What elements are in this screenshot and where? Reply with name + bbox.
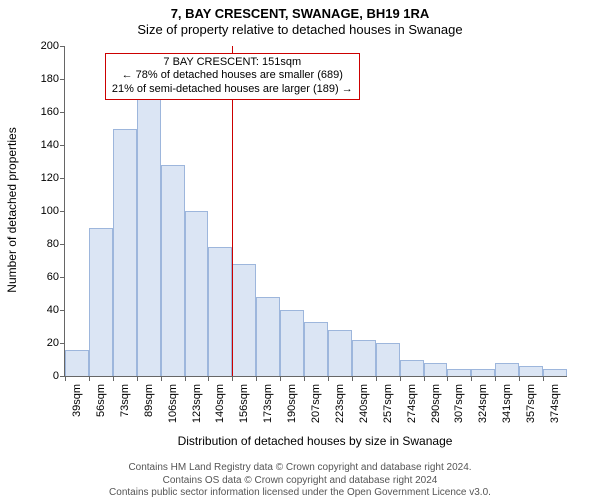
x-tick-label: 106sqm — [167, 384, 179, 434]
callout-line: 7 BAY CRESCENT: 151sqm — [112, 56, 353, 70]
histogram-bar — [161, 165, 185, 376]
x-tick-label: 240sqm — [358, 384, 370, 434]
x-tick-mark — [137, 376, 138, 381]
y-axis-label: Number of detached properties — [5, 110, 19, 310]
y-tick-mark — [60, 79, 65, 80]
histogram-bar — [65, 350, 89, 376]
x-tick-mark — [65, 376, 66, 381]
y-tick-mark — [60, 211, 65, 212]
x-tick-mark — [185, 376, 186, 381]
x-tick-mark — [208, 376, 209, 381]
x-tick-label: 207sqm — [310, 384, 322, 434]
x-tick-label: 39sqm — [71, 384, 83, 434]
y-tick-label: 20 — [23, 337, 59, 349]
y-tick-label: 0 — [23, 370, 59, 382]
histogram-bar — [185, 211, 209, 376]
x-tick-mark — [495, 376, 496, 381]
y-tick-label: 60 — [23, 271, 59, 283]
histogram-bar — [447, 369, 471, 376]
y-tick-mark — [60, 277, 65, 278]
chart-root: { "title_line1": "7, BAY CRESCENT, SWANA… — [0, 0, 600, 500]
x-tick-mark — [113, 376, 114, 381]
x-tick-mark — [400, 376, 401, 381]
callout-line: ← 78% of detached houses are smaller (68… — [112, 69, 353, 83]
histogram-bar — [280, 310, 304, 376]
x-tick-label: 140sqm — [214, 384, 226, 434]
footer-line: Contains public sector information licen… — [0, 487, 600, 500]
histogram-bar — [376, 343, 400, 376]
histogram-bar — [424, 363, 448, 376]
y-tick-label: 100 — [23, 205, 59, 217]
y-tick-label: 200 — [23, 40, 59, 52]
y-tick-mark — [60, 310, 65, 311]
x-tick-label: 324sqm — [477, 384, 489, 434]
x-tick-label: 357sqm — [525, 384, 537, 434]
callout-line: 21% of semi-detached houses are larger (… — [112, 83, 353, 97]
histogram-bar — [543, 369, 567, 376]
page-subtitle: Size of property relative to detached ho… — [0, 22, 600, 37]
y-tick-mark — [60, 46, 65, 47]
y-tick-mark — [60, 145, 65, 146]
x-tick-mark — [447, 376, 448, 381]
x-tick-mark — [543, 376, 544, 381]
histogram-bar — [495, 363, 519, 376]
property-callout: 7 BAY CRESCENT: 151sqm← 78% of detached … — [105, 53, 360, 100]
histogram-bar — [113, 129, 137, 377]
x-tick-mark — [328, 376, 329, 381]
histogram-bar — [400, 360, 424, 377]
x-tick-label: 290sqm — [430, 384, 442, 434]
x-tick-mark — [232, 376, 233, 381]
y-tick-label: 140 — [23, 139, 59, 151]
x-tick-label: 73sqm — [119, 384, 131, 434]
x-tick-label: 223sqm — [334, 384, 346, 434]
x-tick-mark — [161, 376, 162, 381]
histogram-bar — [304, 322, 328, 376]
attribution-footer: Contains HM Land Registry data © Crown c… — [0, 462, 600, 500]
y-tick-label: 80 — [23, 238, 59, 250]
x-tick-mark — [256, 376, 257, 381]
x-tick-mark — [280, 376, 281, 381]
y-tick-mark — [60, 178, 65, 179]
footer-line: Contains OS data © Crown copyright and d… — [0, 475, 600, 488]
x-tick-label: 173sqm — [262, 384, 274, 434]
x-tick-label: 274sqm — [406, 384, 418, 434]
x-tick-mark — [376, 376, 377, 381]
x-tick-label: 307sqm — [453, 384, 465, 434]
y-tick-label: 160 — [23, 106, 59, 118]
x-tick-label: 374sqm — [549, 384, 561, 434]
x-tick-mark — [519, 376, 520, 381]
histogram-bar — [328, 330, 352, 376]
x-tick-label: 89sqm — [143, 384, 155, 434]
x-tick-mark — [352, 376, 353, 381]
x-tick-label: 56sqm — [95, 384, 107, 434]
footer-line: Contains HM Land Registry data © Crown c… — [0, 462, 600, 475]
x-tick-mark — [89, 376, 90, 381]
histogram-bar — [352, 340, 376, 376]
histogram-bar — [208, 247, 232, 376]
x-tick-label: 257sqm — [382, 384, 394, 434]
x-tick-label: 341sqm — [501, 384, 513, 434]
histogram-bar — [519, 366, 543, 376]
x-tick-mark — [304, 376, 305, 381]
page-title: 7, BAY CRESCENT, SWANAGE, BH19 1RA — [0, 6, 600, 21]
y-tick-mark — [60, 244, 65, 245]
histogram-plot: 02040608010012014016018020039sqm56sqm73s… — [64, 46, 567, 377]
x-tick-mark — [471, 376, 472, 381]
x-tick-label: 156sqm — [238, 384, 250, 434]
histogram-bar — [471, 369, 495, 376]
y-tick-mark — [60, 112, 65, 113]
x-tick-label: 190sqm — [286, 384, 298, 434]
histogram-bar — [89, 228, 113, 377]
histogram-bar — [232, 264, 256, 376]
histogram-bar — [256, 297, 280, 376]
y-tick-label: 120 — [23, 172, 59, 184]
y-tick-mark — [60, 343, 65, 344]
histogram-bar — [137, 99, 161, 376]
x-tick-label: 123sqm — [191, 384, 203, 434]
y-tick-label: 180 — [23, 73, 59, 85]
y-tick-label: 40 — [23, 304, 59, 316]
x-axis-label: Distribution of detached houses by size … — [64, 434, 566, 448]
x-tick-mark — [424, 376, 425, 381]
